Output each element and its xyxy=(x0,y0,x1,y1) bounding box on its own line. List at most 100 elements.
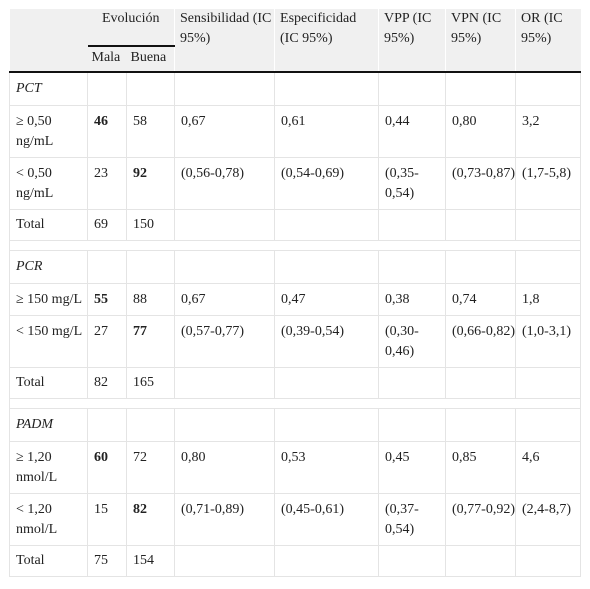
buena-value: 77 xyxy=(125,315,175,368)
vpn-value: 0,80 xyxy=(445,105,516,158)
empty-cell xyxy=(125,408,175,442)
total-mala: 75 xyxy=(87,545,127,577)
empty-cell xyxy=(174,367,275,399)
especificidad-value: (0,54-0,69) xyxy=(274,157,379,210)
total-buena: 150 xyxy=(125,209,175,241)
total-mala: 69 xyxy=(87,209,127,241)
vpp-value: (0,30-0,46) xyxy=(378,315,446,368)
empty-cell xyxy=(378,408,446,442)
empty-cell xyxy=(87,250,127,284)
total-row: Total 69 150 xyxy=(9,209,582,241)
empty-cell xyxy=(515,250,582,284)
or-value: (1,7-5,8) xyxy=(515,157,582,210)
header-or: OR (IC 95%) xyxy=(515,9,581,71)
empty-cell xyxy=(378,250,446,284)
empty-cell xyxy=(515,408,582,442)
mala-value: 60 xyxy=(87,441,127,494)
empty-cell xyxy=(274,72,379,106)
row-label: ≥ 1,20 nmol/L xyxy=(9,441,88,494)
or-value: 4,6 xyxy=(515,441,582,494)
empty-cell xyxy=(515,72,582,106)
group-label: PADM xyxy=(9,408,88,442)
header-mala: Mala xyxy=(87,45,127,71)
vpn-value: 0,74 xyxy=(445,283,516,316)
sensibilidad-value: 0,67 xyxy=(174,283,275,316)
results-table: Evolución Sensibilidad (IC 95%) Especifi… xyxy=(9,9,582,577)
total-mala: 82 xyxy=(87,367,127,399)
total-label: Total xyxy=(9,545,88,577)
especificidad-value: 0,47 xyxy=(274,283,379,316)
empty-cell xyxy=(274,408,379,442)
group-header-row: PCR xyxy=(9,250,582,284)
group-spacer xyxy=(9,240,582,251)
or-value: (1,0-3,1) xyxy=(515,315,582,368)
table-row: < 0,50 ng/mL 23 92 (0,56-0,78) (0,54-0,69) (0… xyxy=(9,157,582,210)
empty-cell xyxy=(445,545,516,577)
sensibilidad-value: (0,57-0,77) xyxy=(174,315,275,368)
sensibilidad-value: 0,67 xyxy=(174,105,275,158)
empty-cell xyxy=(378,367,446,399)
total-buena: 154 xyxy=(125,545,175,577)
sensibilidad-value: (0,56-0,78) xyxy=(174,157,275,210)
empty-cell xyxy=(515,367,582,399)
buena-value: 88 xyxy=(125,283,175,316)
header-especificidad: Especificidad (IC 95%) xyxy=(274,9,379,71)
especificidad-value: (0,45-0,61) xyxy=(274,493,379,546)
empty-cell xyxy=(515,209,582,241)
empty-cell xyxy=(125,72,175,106)
empty-cell xyxy=(515,545,582,577)
empty-cell xyxy=(445,367,516,399)
especificidad-value: 0,53 xyxy=(274,441,379,494)
empty-cell xyxy=(174,209,275,241)
table-body: PCT ≥ 0,50 ng/mL 46 58 0,67 0,61 0,44 0,80 3,2 < … xyxy=(9,72,582,577)
sensibilidad-value: (0,71-0,89) xyxy=(174,493,275,546)
empty-cell xyxy=(274,209,379,241)
row-label: ≥ 150 mg/L xyxy=(9,283,88,316)
or-value: (2,4-8,7) xyxy=(515,493,582,546)
total-buena: 165 xyxy=(125,367,175,399)
total-row: Total 75 154 xyxy=(9,545,582,577)
row-label: < 0,50 ng/mL xyxy=(9,157,88,210)
total-label: Total xyxy=(9,367,88,399)
group-label: PCR xyxy=(9,250,88,284)
subheader-empty xyxy=(9,46,88,71)
mala-value: 46 xyxy=(87,105,127,158)
row-label: < 1,20 nmol/L xyxy=(9,493,88,546)
vpn-value: (0,66-0,82) xyxy=(445,315,516,368)
empty-cell xyxy=(174,250,275,284)
table-row: ≥ 150 mg/L 55 88 0,67 0,47 0,38 0,74 1,8 xyxy=(9,283,582,316)
empty-cell xyxy=(174,545,275,577)
empty-cell xyxy=(445,250,516,284)
vpp-value: 0,38 xyxy=(378,283,446,316)
results-table-container: Evolución Sensibilidad (IC 95%) Especifi… xyxy=(9,9,582,577)
mala-value: 27 xyxy=(87,315,127,368)
or-value: 3,2 xyxy=(515,105,582,158)
sensibilidad-value: 0,80 xyxy=(174,441,275,494)
empty-cell xyxy=(274,250,379,284)
empty-cell xyxy=(445,72,516,106)
empty-cell xyxy=(125,250,175,284)
mala-value: 23 xyxy=(87,157,127,210)
empty-cell xyxy=(87,72,127,106)
empty-cell xyxy=(174,408,275,442)
mala-value: 15 xyxy=(87,493,127,546)
empty-cell xyxy=(445,209,516,241)
vpn-value: 0,85 xyxy=(445,441,516,494)
group-header-row: PCT xyxy=(9,72,582,106)
vpn-value: (0,77-0,92) xyxy=(445,493,516,546)
or-value: 1,8 xyxy=(515,283,582,316)
group-spacer xyxy=(9,398,582,409)
group-label: PCT xyxy=(9,72,88,106)
especificidad-value: (0,39-0,54) xyxy=(274,315,379,368)
row-label: < 150 mg/L xyxy=(9,315,88,368)
table-row: ≥ 0,50 ng/mL 46 58 0,67 0,61 0,44 0,80 3,2 xyxy=(9,105,582,158)
buena-value: 72 xyxy=(125,441,175,494)
subheader-row: Mala Buena xyxy=(9,45,581,71)
row-label: ≥ 0,50 ng/mL xyxy=(9,105,88,158)
empty-cell xyxy=(445,408,516,442)
empty-cell xyxy=(378,72,446,106)
header-vpn: VPN (IC 95%) xyxy=(445,9,516,71)
header-empty xyxy=(9,9,88,46)
vpp-value: 0,45 xyxy=(378,441,446,494)
table-row: ≥ 1,20 nmol/L 60 72 0,80 0,53 0,45 0,85 4,6 xyxy=(9,441,582,494)
